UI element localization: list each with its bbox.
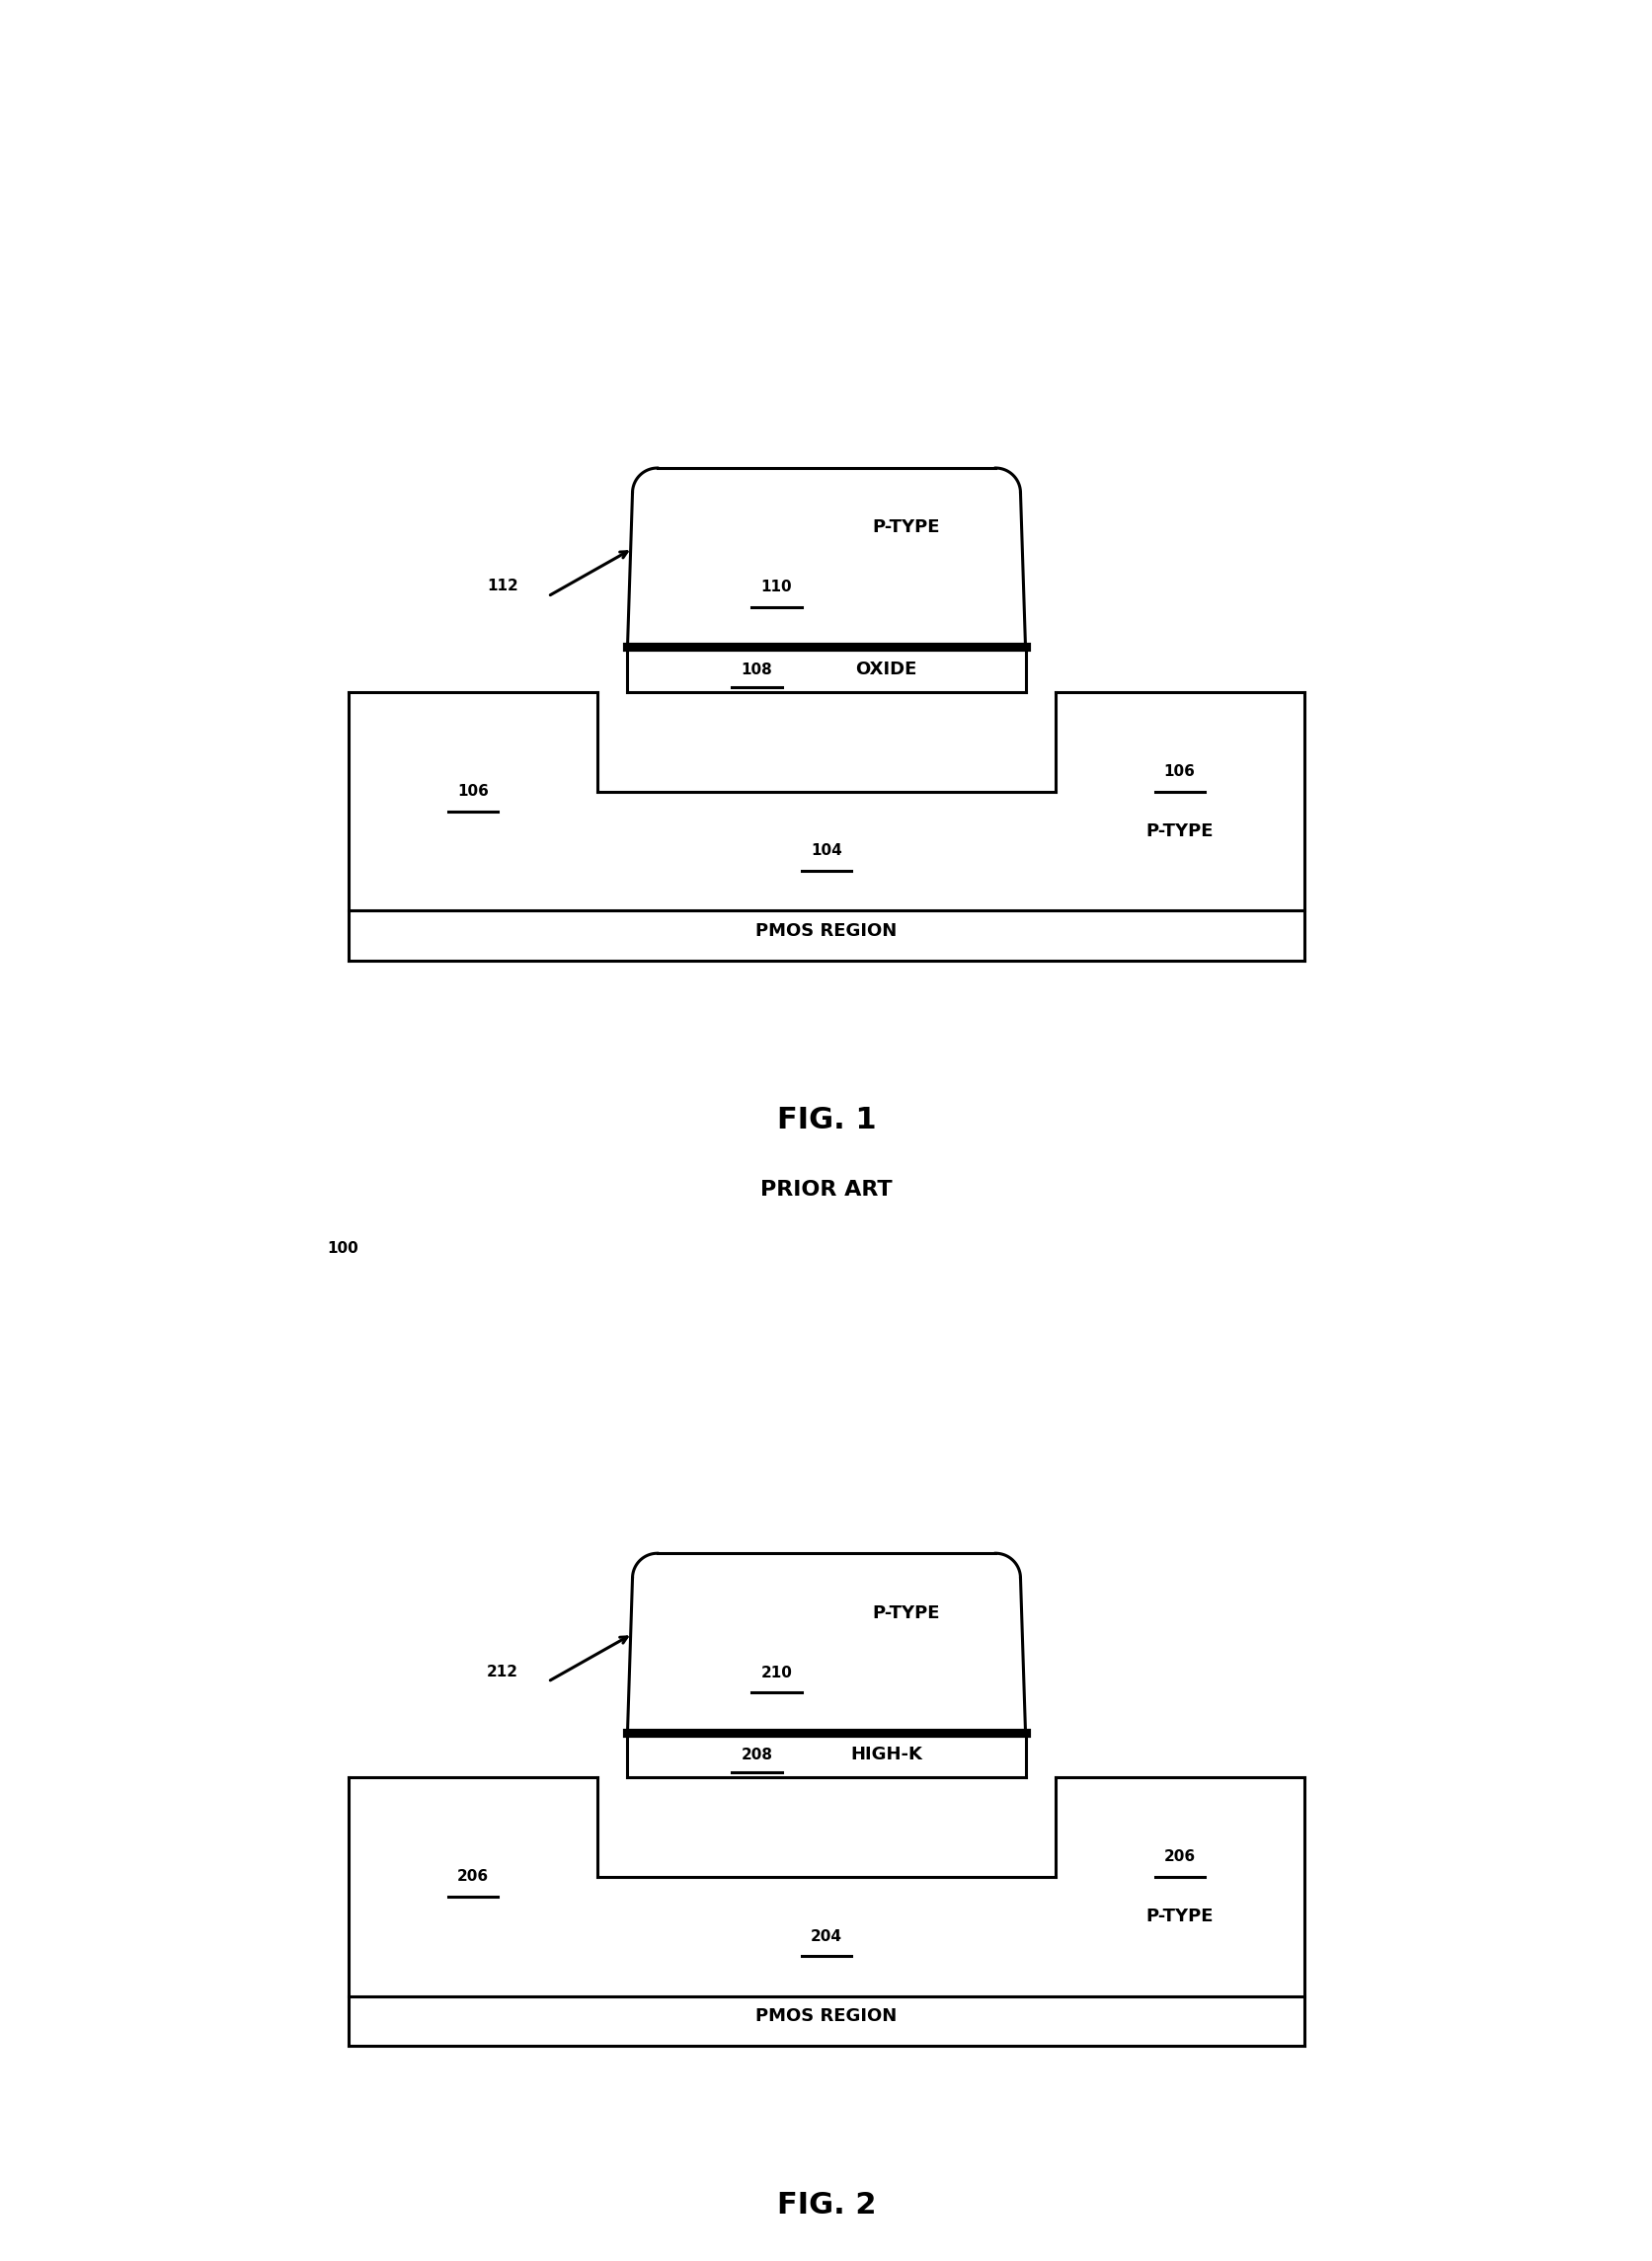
Text: OXIDE: OXIDE	[854, 660, 917, 678]
Text: P-TYPE: P-TYPE	[1145, 1908, 1213, 1926]
Text: PMOS REGION: PMOS REGION	[755, 2008, 897, 2026]
Text: P-TYPE: P-TYPE	[872, 518, 940, 536]
Text: PRIOR ART: PRIOR ART	[760, 1180, 892, 1198]
Text: 212: 212	[486, 1664, 517, 1680]
Text: 106: 106	[458, 785, 489, 798]
Text: P-TYPE: P-TYPE	[872, 1603, 940, 1621]
Text: P-TYPE: P-TYPE	[1145, 823, 1213, 841]
Text: FIG. 1: FIG. 1	[776, 1106, 876, 1135]
Text: 208: 208	[740, 1748, 771, 1761]
Text: 100: 100	[327, 1241, 358, 1257]
Text: PMOS REGION: PMOS REGION	[755, 922, 897, 941]
Text: 112: 112	[486, 579, 517, 595]
Text: HIGH-K: HIGH-K	[849, 1745, 922, 1764]
Text: 210: 210	[760, 1666, 791, 1680]
Text: 104: 104	[811, 843, 841, 859]
Text: 106: 106	[1163, 764, 1194, 778]
Text: FIG. 2: FIG. 2	[776, 2191, 876, 2220]
Text: 110: 110	[760, 581, 791, 595]
Text: 204: 204	[809, 1929, 843, 1944]
Text: 206: 206	[458, 1870, 489, 1883]
Text: 108: 108	[740, 662, 771, 676]
Text: 206: 206	[1163, 1849, 1194, 1863]
